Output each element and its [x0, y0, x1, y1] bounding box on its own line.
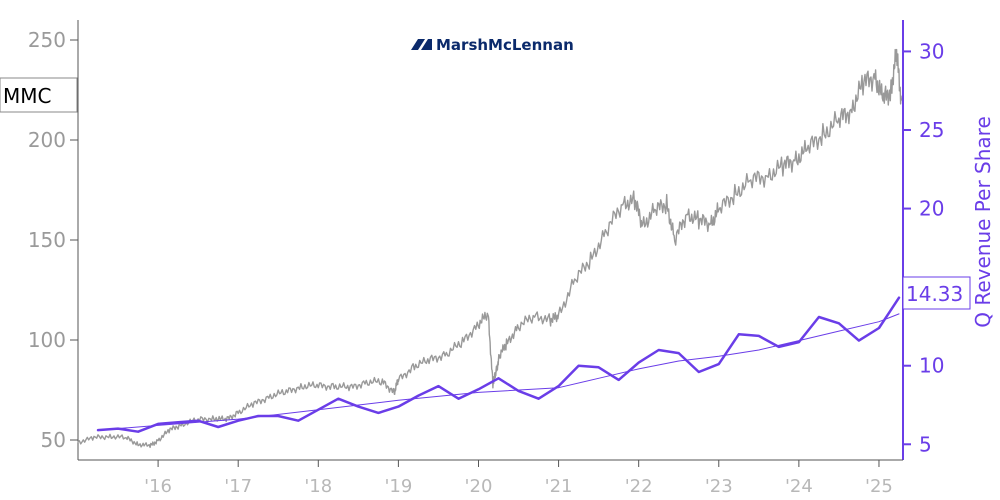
- current-value-badge: 14.33: [902, 276, 971, 310]
- x-tick-label: '25: [865, 476, 893, 497]
- left-tick-label: 100: [28, 328, 66, 352]
- left-axis: 50 100 150 200 250: [28, 20, 79, 460]
- x-tick-label: '20: [465, 476, 493, 497]
- revenue-line: [96, 296, 901, 433]
- x-tick-label: '24: [785, 476, 813, 497]
- x-tick-label: '16: [144, 476, 172, 497]
- ticker-label: MMC: [3, 84, 51, 108]
- right-tick-label: 5: [919, 432, 932, 456]
- left-tick-label: 50: [41, 428, 66, 452]
- right-axis-label: Q Revenue Per Share: [971, 116, 995, 328]
- price-line: [77, 48, 903, 449]
- x-tick-label: '17: [224, 476, 252, 497]
- right-tick-label: 10: [919, 354, 944, 378]
- x-axis: '16 '17 '18 '19 '20 '21 '22 '23 '24 '25: [78, 459, 903, 497]
- logo-mark-icon: [411, 39, 432, 50]
- x-tick-label: '21: [545, 476, 573, 497]
- logo-text: MarshMcLennan: [436, 36, 574, 54]
- left-tick-label: 150: [28, 228, 66, 252]
- right-axis: 51015202530: [902, 20, 944, 460]
- right-tick-label: 25: [919, 118, 944, 142]
- x-tick-label: '23: [705, 476, 733, 497]
- right-tick-label: 20: [919, 197, 944, 221]
- revenue-trend-line: [97, 313, 900, 431]
- left-tick-label: 250: [28, 28, 66, 52]
- x-tick-label: '22: [625, 476, 653, 497]
- x-tick-label: '18: [304, 476, 332, 497]
- left-tick-label: 200: [28, 128, 66, 152]
- company-logo: MarshMcLennan: [411, 36, 574, 54]
- right-tick-label: 30: [919, 39, 944, 63]
- ticker-badge: MMC: [0, 77, 78, 113]
- x-tick-label: '19: [384, 476, 412, 497]
- series-layer: [77, 48, 903, 449]
- current-value-label: 14.33: [906, 282, 963, 306]
